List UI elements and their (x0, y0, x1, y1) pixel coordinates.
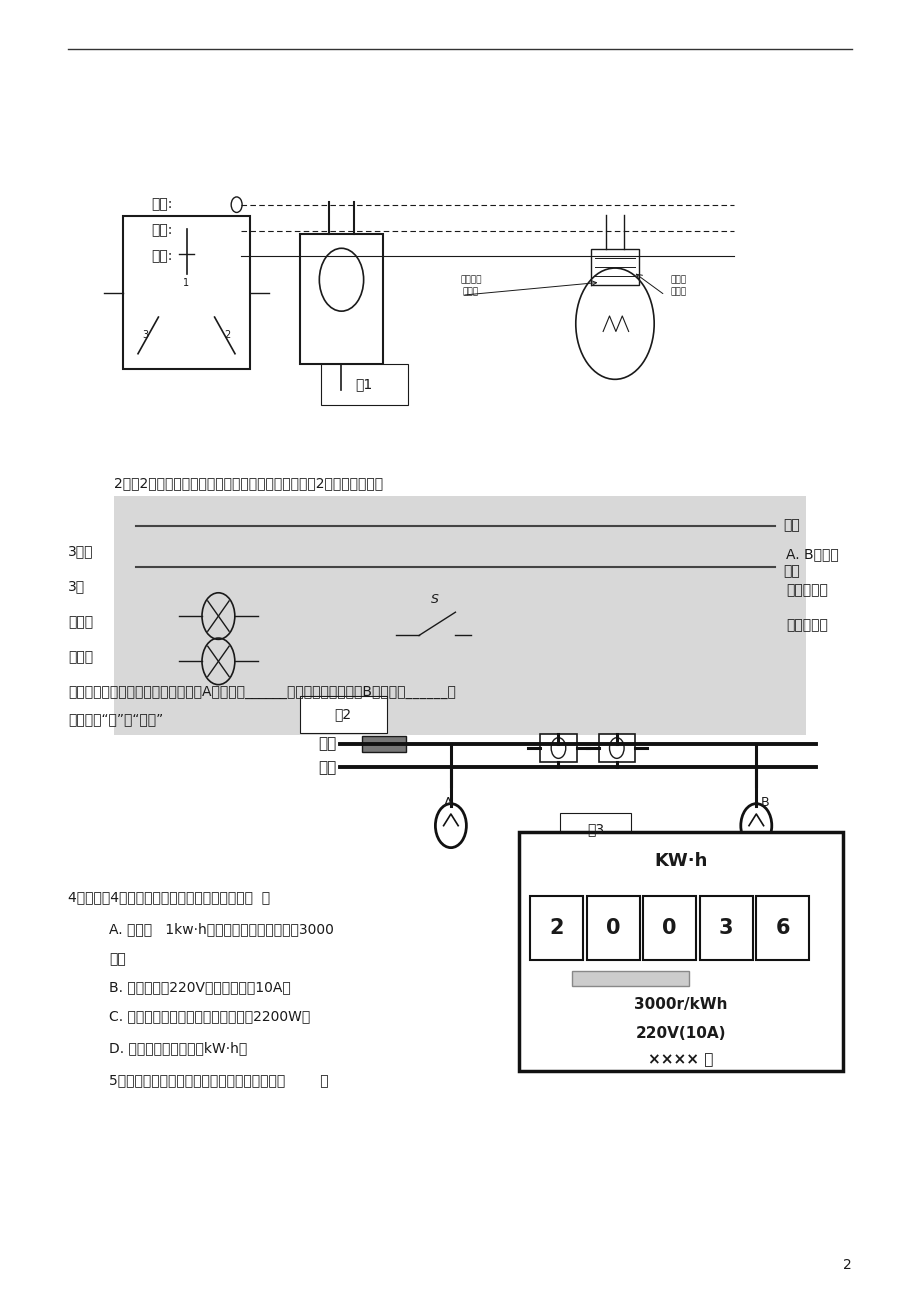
FancyBboxPatch shape (518, 832, 842, 1072)
Text: B: B (760, 796, 769, 809)
FancyBboxPatch shape (598, 734, 634, 762)
Text: 图1: 图1 (356, 378, 372, 392)
Text: 0: 0 (662, 918, 676, 937)
Text: 5、家庭电路中，自动空气开关的主要作用是（        ）: 5、家庭电路中，自动空气开关的主要作用是（ ） (108, 1073, 328, 1087)
FancyBboxPatch shape (560, 812, 630, 846)
FancyBboxPatch shape (586, 896, 639, 960)
Text: 2: 2 (843, 1259, 851, 1272)
Text: 零线:: 零线: (152, 224, 173, 237)
Text: C. 同时使用的用电器总功率不能超过2200W；: C. 同时使用的用电器总功率不能超过2200W； (108, 1009, 310, 1023)
Text: 6: 6 (775, 918, 789, 937)
Text: A. B两点均: A. B两点均 (786, 547, 838, 561)
FancyBboxPatch shape (301, 234, 382, 363)
Text: 电（选填“会”或“不会”: 电（选填“会”或“不会” (68, 712, 163, 727)
Text: 4、对于图4中的各种数据，说法不正确的是：（  ）: 4、对于图4中的各种数据，说法不正确的是：（ ） (68, 889, 270, 904)
FancyBboxPatch shape (122, 216, 250, 368)
Text: 3中: 3中 (68, 579, 85, 594)
Text: 火线: 火线 (318, 737, 336, 751)
Text: 灯泡的螺旋: 灯泡的螺旋 (786, 583, 827, 598)
Text: 3: 3 (142, 331, 149, 340)
Text: 零线: 零线 (318, 760, 336, 775)
Text: ×××× 厂: ×××× 厂 (648, 1052, 713, 1066)
Text: 3: 3 (718, 918, 732, 937)
Text: 2、图2中有两只灯泡，用一只开关控制其通断。在图2中画出电路图。: 2、图2中有两只灯泡，用一只开关控制其通断。在图2中画出电路图。 (113, 475, 382, 490)
FancyBboxPatch shape (362, 737, 406, 753)
FancyBboxPatch shape (642, 896, 696, 960)
Text: KW·h: KW·h (653, 852, 707, 870)
Text: 接灯座中
心铜片: 接灯座中 心铜片 (460, 276, 482, 297)
Text: 为螺口: 为螺口 (68, 616, 93, 630)
Text: 3、图: 3、图 (68, 544, 94, 559)
FancyBboxPatch shape (572, 970, 688, 986)
Text: A: A (443, 796, 452, 809)
Text: 当两开关都: 当两开关都 (786, 618, 827, 633)
Text: 地线:: 地线: (152, 250, 173, 263)
Text: 零线: 零线 (783, 564, 800, 578)
Text: 2: 2 (224, 331, 231, 340)
Text: S: S (430, 592, 438, 605)
Text: 3000r/kWh: 3000r/kWh (633, 997, 727, 1012)
Text: A. 每消耗   1kw·h的电能，电能表的转盘转3000: A. 每消耗 1kw·h的电能，电能表的转盘转3000 (108, 922, 334, 936)
Text: B. 额定电压为220V，额定电流为10A；: B. 额定电压为220V，额定电流为10A； (108, 980, 290, 995)
Text: 转；: 转； (108, 952, 126, 966)
Text: 2: 2 (549, 918, 563, 937)
Text: 接灯座
螺旋套: 接灯座 螺旋套 (670, 276, 686, 297)
Text: D. 电能表读数的单位是kW·h；: D. 电能表读数的单位是kW·h； (108, 1042, 247, 1055)
Text: 220V(10A): 220V(10A) (635, 1026, 725, 1040)
FancyBboxPatch shape (301, 697, 387, 733)
Text: 断开后、站在地上的人用手直接接触A点时，他______触电，用手直接接触B点时，他______触: 断开后、站在地上的人用手直接接触A点时，他______触电，用手直接接触B点时，… (68, 685, 455, 699)
FancyBboxPatch shape (699, 896, 752, 960)
Text: 部分，: 部分， (68, 651, 93, 664)
FancyBboxPatch shape (113, 496, 806, 736)
Text: 图3: 图3 (586, 823, 604, 836)
Text: 1: 1 (183, 279, 189, 289)
Text: 0: 0 (606, 918, 619, 937)
Text: 火线:: 火线: (152, 198, 173, 212)
Text: 图2: 图2 (335, 707, 351, 721)
FancyBboxPatch shape (539, 734, 576, 762)
FancyBboxPatch shape (755, 896, 809, 960)
FancyBboxPatch shape (529, 896, 583, 960)
Text: 火线: 火线 (783, 518, 800, 533)
FancyBboxPatch shape (591, 249, 638, 285)
FancyBboxPatch shape (321, 363, 408, 405)
